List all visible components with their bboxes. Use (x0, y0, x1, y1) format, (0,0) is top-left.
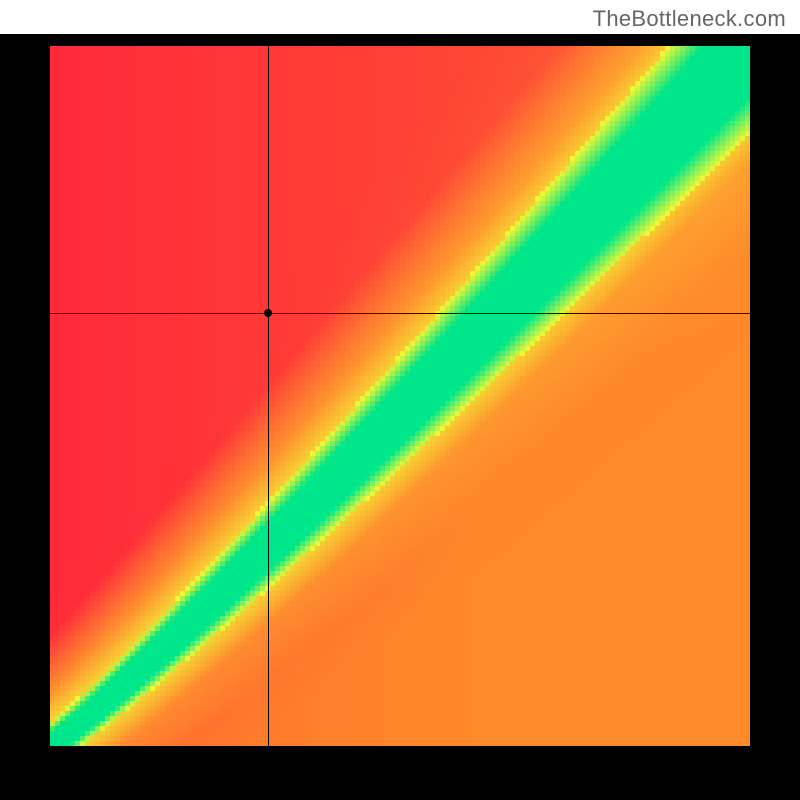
heatmap-plot (50, 46, 750, 746)
crosshair-horizontal (50, 313, 750, 314)
heatmap-canvas (50, 46, 750, 746)
data-point-marker (264, 309, 272, 317)
chart-frame (0, 34, 800, 800)
watermark-text: TheBottleneck.com (593, 6, 786, 32)
crosshair-vertical (268, 46, 269, 746)
